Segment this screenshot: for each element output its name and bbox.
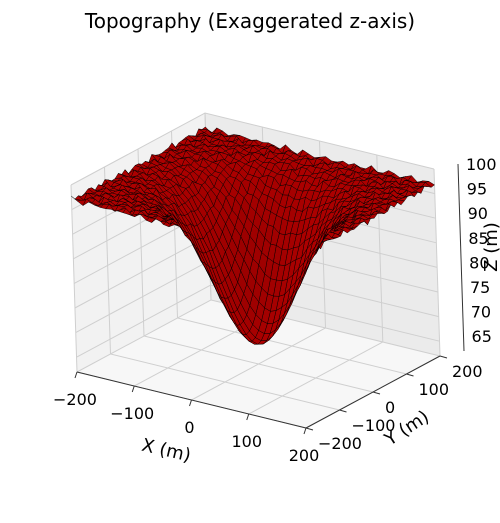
z-tick-label: 90	[468, 204, 488, 223]
z-axis-line	[457, 163, 465, 352]
y-tick-label: 100	[419, 380, 450, 399]
x-tick-label: −200	[53, 390, 97, 409]
x-tick-mark	[303, 427, 307, 435]
axis-ticks: −200−1000100200−200−10001002006570758085…	[53, 155, 497, 465]
z-tick-label: 65	[472, 327, 492, 346]
x-tick-mark	[74, 371, 78, 379]
x-tick-mark	[189, 399, 192, 407]
x-tick-mark	[131, 385, 135, 393]
y-tick-label: 0	[385, 398, 395, 417]
z-tick-label: 70	[471, 303, 491, 322]
y-tick-label: 200	[452, 362, 483, 381]
z-gridline	[70, 112, 435, 186]
y-tick-label: −100	[352, 416, 396, 435]
y-tick-mark	[439, 355, 448, 359]
y-tick-mark	[372, 391, 381, 395]
surface-mesh	[71, 126, 435, 345]
x-tick-label: 100	[231, 432, 262, 451]
chart-title: Topography (Exaggerated z-axis)	[84, 9, 415, 33]
z-tick-label: 80	[469, 253, 489, 272]
z-tick-label: 95	[467, 180, 487, 199]
y-tick-mark	[339, 409, 347, 413]
z-axis-label: Z (m)	[481, 222, 500, 272]
x-tick-label: −100	[110, 404, 154, 423]
z-tick-label: 75	[470, 278, 490, 297]
y-tick-mark	[305, 427, 314, 431]
z-tick-label: 100	[466, 155, 497, 174]
x-tick-label: 0	[184, 418, 194, 437]
x-axis-label: X (m)	[140, 435, 193, 467]
z-gridline	[76, 284, 440, 358]
surface-facet	[201, 126, 212, 134]
z-tick-label: 85	[468, 229, 488, 248]
y-tick-label: −200	[318, 434, 362, 453]
y-gridline	[104, 166, 340, 411]
x-tick-label: 200	[289, 446, 320, 465]
y-tick-mark	[406, 373, 414, 377]
x-tick-mark	[246, 413, 250, 421]
